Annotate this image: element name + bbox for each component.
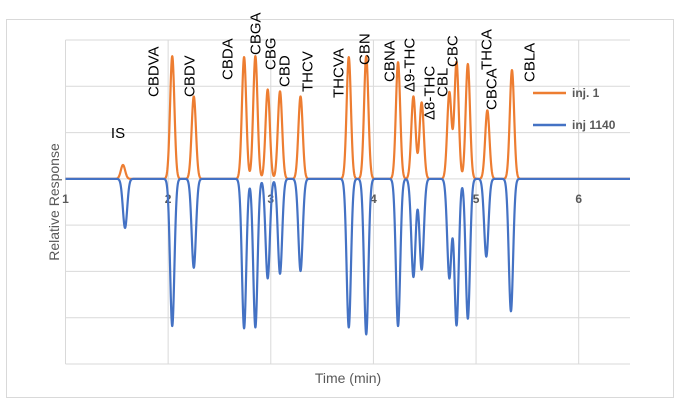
legend: inj. 1 inj 1140 — [533, 86, 616, 132]
peak-label: CBDA — [220, 38, 237, 80]
x-tick-label: 6 — [575, 192, 582, 206]
peak-label: CBC — [445, 35, 462, 67]
peak-label: CBLA — [522, 43, 539, 82]
x-tick-label: 4 — [370, 192, 377, 206]
peak-label: THCV — [300, 51, 317, 92]
series-line-inj-1140 — [64, 177, 631, 336]
peak-label: CBG — [263, 37, 280, 70]
x-tick-label: 5 — [473, 192, 480, 206]
peak-label: CBCA — [484, 68, 501, 110]
chart-border — [6, 19, 674, 398]
peak-label: IS — [111, 125, 125, 142]
peak-label: Δ9-THC — [402, 38, 419, 92]
legend-label-inj-1: inj. 1 — [572, 86, 600, 100]
x-tick-label: 1 — [62, 192, 69, 206]
peak-label: CBN — [357, 33, 374, 65]
x-axis-title: Time (min) — [315, 370, 381, 386]
peak-label: CBNA — [382, 40, 399, 82]
peak-label: CBDV — [182, 55, 199, 97]
peak-label: CBD — [277, 55, 294, 87]
peak-label: CBGA — [248, 12, 265, 55]
series-lines — [64, 55, 631, 336]
legend-label-inj-1140: inj 1140 — [572, 118, 616, 132]
peak-label: THCA — [479, 29, 496, 70]
peak-label: CBL — [435, 68, 452, 97]
peak-label: THCVA — [331, 48, 348, 98]
peak-label: CBDVA — [146, 46, 163, 97]
y-axis-title: Relative Response — [46, 143, 62, 261]
peak-label: Δ8-THC — [422, 66, 439, 120]
